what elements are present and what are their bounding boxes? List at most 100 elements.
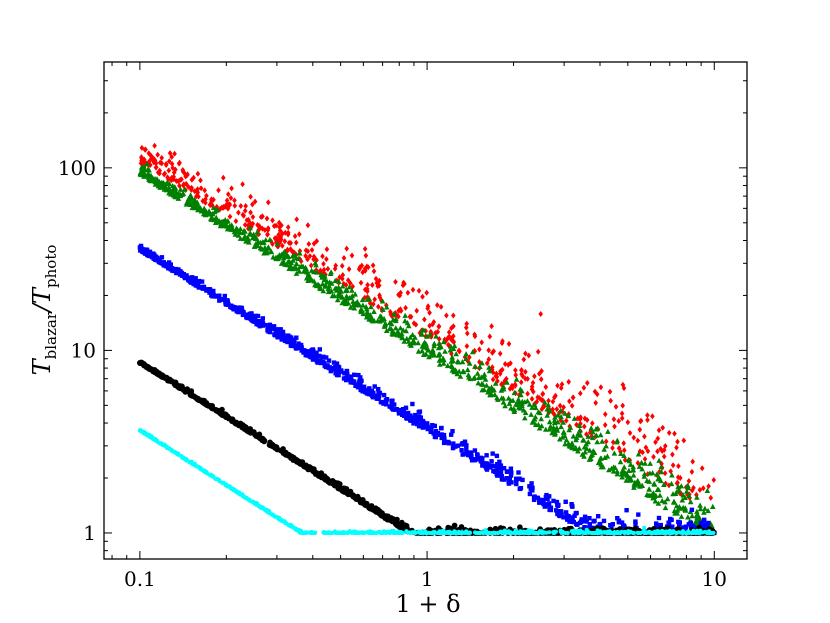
scatter-point [288, 240, 293, 246]
scatter-point [531, 388, 536, 395]
scatter-point [340, 272, 346, 278]
scatter-point [537, 500, 542, 505]
scatter-point [211, 474, 216, 479]
scatter-point [197, 278, 202, 284]
scatter-point [701, 485, 706, 492]
scatter-point [150, 251, 156, 256]
scatter-point [424, 333, 430, 339]
scatter-point [699, 465, 705, 472]
scatter-point [200, 468, 205, 472]
scatter-point [283, 520, 288, 525]
scatter-point [291, 525, 296, 530]
scatter-point [619, 520, 625, 525]
scatter-point [257, 244, 264, 250]
scatter-point [143, 363, 149, 370]
scatter-point [151, 368, 157, 374]
scatter-point [166, 167, 172, 174]
scatter-point [270, 512, 275, 517]
scatter-point [302, 264, 309, 270]
scatter-point [563, 531, 568, 535]
scatter-point [271, 324, 277, 329]
scatter-point [611, 416, 617, 423]
scatter-point [367, 312, 374, 318]
scatter-point [244, 314, 249, 320]
scatter-point [556, 502, 561, 508]
scatter-point [223, 483, 228, 488]
scatter-point [451, 441, 456, 446]
scatter-point [415, 340, 421, 346]
scatter-point [591, 519, 596, 524]
scatter-point [169, 190, 176, 196]
scatter-point [420, 293, 425, 300]
scatter-point [247, 311, 253, 317]
scatter-point [361, 384, 366, 390]
scatter-point [365, 391, 370, 396]
scatter-point [381, 323, 388, 329]
scatter-point [258, 214, 264, 220]
scatter-point [489, 459, 494, 464]
scatter-point [268, 325, 273, 331]
scatter-point [484, 531, 489, 535]
scatter-point [377, 294, 383, 301]
scatter-point [387, 531, 392, 535]
scatter-point [231, 488, 236, 493]
scatter-point [353, 531, 358, 535]
scatter-point [619, 529, 624, 534]
scatter-point [675, 438, 680, 445]
scatter-point [180, 190, 187, 196]
scatter-point [398, 289, 403, 296]
scatter-point [427, 331, 433, 337]
scatter-point [635, 451, 642, 457]
scatter-point [403, 304, 408, 311]
scatter-point [431, 340, 438, 346]
scatter-point [425, 303, 431, 310]
scatter-point [555, 412, 561, 418]
scatter-point [155, 256, 160, 261]
scatter-point [560, 419, 566, 425]
scatter-point [492, 380, 499, 386]
scatter-point [509, 470, 514, 475]
scatter-point [430, 349, 436, 355]
scatter-point [536, 425, 543, 431]
scatter-point [577, 427, 583, 433]
scatter-point [472, 363, 478, 369]
scatter-point [316, 360, 321, 365]
scatter-point [631, 434, 637, 441]
x-tick-label: 0.1 [124, 567, 156, 591]
scatter-point [159, 160, 165, 167]
scatter-point [523, 531, 528, 535]
scatter-point [659, 497, 665, 504]
scatter-point [419, 348, 425, 354]
scatter-point [444, 336, 450, 343]
scatter-point [180, 273, 186, 278]
scatter-point [477, 359, 482, 365]
scatter-point [611, 450, 618, 456]
scatter-point [363, 252, 369, 259]
scatter-point [144, 251, 150, 257]
scatter-point [630, 472, 637, 478]
scatter-point [373, 275, 379, 282]
scatter-point [710, 503, 716, 509]
scatter-point [389, 398, 394, 404]
scatter-point [472, 331, 477, 338]
scatter-point [351, 305, 358, 311]
scatter-point [513, 372, 518, 378]
scatter-point [579, 517, 584, 522]
scatter-point [650, 490, 657, 496]
scatter-point [407, 530, 412, 535]
scatter-point [346, 376, 352, 382]
scatter-point [422, 316, 427, 323]
scatter-point [346, 266, 352, 273]
scatter-point [339, 300, 346, 306]
scatter-point [183, 180, 189, 187]
scatter-point [430, 423, 435, 428]
scatter-point [499, 529, 504, 534]
scatter-point [642, 433, 647, 440]
scatter-point [222, 293, 227, 299]
scatter-point [602, 422, 608, 428]
scatter-point [543, 384, 549, 390]
scatter-point [593, 426, 599, 432]
scatter-point [529, 481, 534, 486]
scatter-point [169, 154, 174, 160]
scatter-point [622, 447, 627, 454]
